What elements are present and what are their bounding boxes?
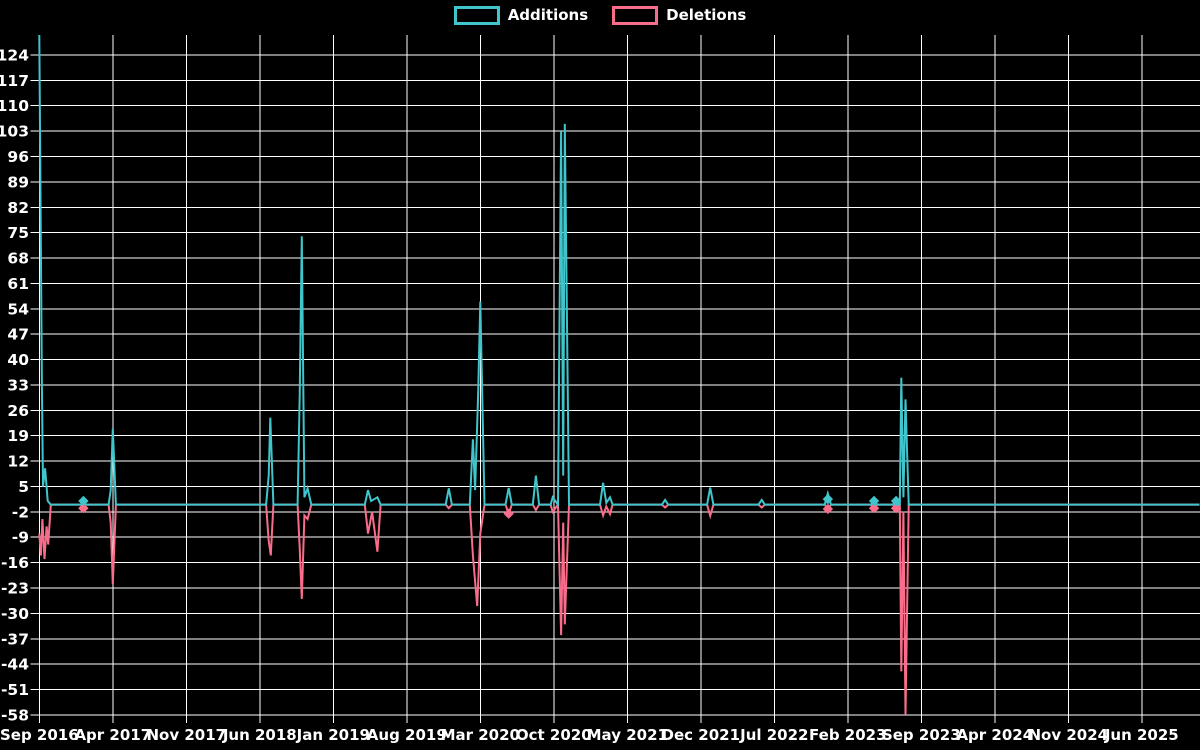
x-axis-label: Apr 2024 (956, 726, 1033, 744)
deletions-point-marker[interactable] (822, 503, 834, 515)
y-axis-label: 117 (0, 72, 29, 90)
y-axis-label: -9 (12, 529, 29, 547)
y-axis-label: 33 (7, 376, 29, 394)
x-axis-label: Jul 2022 (739, 726, 808, 744)
additions-point-marker[interactable] (822, 493, 834, 505)
y-axis-label: 61 (7, 275, 29, 293)
y-axis-label: 19 (7, 427, 29, 445)
y-axis-label: 75 (7, 224, 29, 242)
y-axis-label: 40 (7, 351, 29, 369)
x-axis-label: Nov 2017 (146, 726, 226, 744)
x-axis-label: Dec 2021 (662, 726, 741, 744)
y-axis-label: 89 (7, 173, 29, 191)
additions-point-marker[interactable] (868, 495, 880, 507)
x-axis-label: Mar 2020 (441, 726, 520, 744)
y-axis-label: 47 (7, 326, 29, 344)
y-axis-label: 124 (0, 46, 29, 64)
y-axis-label: 26 (7, 402, 29, 420)
deletions-point-marker[interactable] (868, 503, 880, 514)
y-axis-label: -16 (1, 554, 29, 572)
x-axis-label: Jun 2018 (222, 726, 297, 744)
y-axis-label: -30 (1, 605, 29, 623)
x-axis-label: Sep 2016 (0, 726, 79, 744)
additions-swatch-icon (453, 6, 500, 25)
chart-legend: Additions Deletions (0, 6, 1200, 25)
y-axis-label: 96 (7, 148, 29, 166)
x-axis-label: Sep 2023 (882, 726, 961, 744)
y-axis-label: -51 (1, 681, 29, 699)
deletions-point-marker[interactable] (890, 503, 902, 514)
y-axis-label: -44 (1, 656, 29, 674)
y-axis-label: -2 (12, 503, 29, 521)
additions-point-marker[interactable] (78, 495, 89, 507)
additions-line (38, 34, 1200, 508)
x-axis-label: Jun 2025 (1104, 726, 1179, 744)
legend-label-additions: Additions (507, 6, 589, 24)
y-axis-label: 103 (0, 123, 29, 141)
deletions-point-marker[interactable] (78, 503, 89, 514)
deletions-swatch-icon (612, 6, 659, 25)
x-axis-label: May 2021 (587, 726, 668, 744)
additions-point-marker[interactable] (890, 495, 902, 507)
deletions-line (38, 501, 1200, 715)
y-axis-label: 5 (18, 478, 29, 496)
y-axis-label: 12 (7, 453, 29, 471)
x-axis-label: Apr 2017 (74, 726, 151, 744)
legend-item-additions[interactable]: Additions (453, 6, 589, 25)
x-axis-label: Jan 2019 (296, 726, 370, 744)
y-axis-label: -58 (1, 706, 29, 724)
x-axis-label: Nov 2024 (1028, 726, 1108, 744)
y-axis-label: 82 (7, 199, 29, 217)
y-axis-label: -23 (1, 579, 29, 597)
deletions-point-marker[interactable] (503, 508, 514, 519)
x-axis-label: Feb 2023 (809, 726, 887, 744)
legend-item-deletions[interactable]: Deletions (612, 6, 746, 25)
y-axis-label: 110 (0, 97, 29, 115)
y-axis-label: -37 (1, 630, 29, 648)
y-axis-label: 54 (7, 300, 29, 318)
y-axis-label: 68 (7, 250, 29, 268)
x-axis-label: Aug 2019 (367, 726, 447, 744)
x-axis-label: Oct 2020 (516, 726, 592, 744)
legend-label-deletions: Deletions (666, 6, 747, 24)
